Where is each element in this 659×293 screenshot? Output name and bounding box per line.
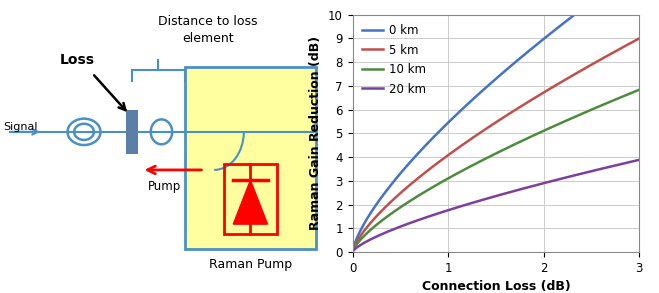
5 km	[556, 81, 563, 85]
Bar	[126, 110, 138, 154]
0 km	[383, 188, 391, 192]
10 km	[529, 134, 537, 137]
Line: 10 km: 10 km	[353, 90, 639, 251]
Line: 20 km: 20 km	[353, 160, 639, 252]
5 km	[529, 97, 537, 101]
Text: Distance to loss: Distance to loss	[158, 15, 257, 28]
0 km	[557, 23, 565, 27]
5 km	[442, 155, 450, 159]
10 km	[442, 178, 450, 181]
X-axis label: Connection Loss (dB): Connection Loss (dB)	[422, 280, 570, 293]
Bar	[185, 67, 316, 249]
5 km	[349, 250, 357, 253]
10 km	[556, 122, 563, 125]
10 km	[635, 88, 643, 91]
5 km	[383, 204, 391, 207]
Bar	[224, 164, 277, 234]
0 km	[556, 25, 563, 28]
10 km	[349, 250, 357, 253]
0 km	[462, 104, 470, 107]
Text: element: element	[182, 32, 233, 45]
10 km	[557, 121, 565, 125]
5 km	[557, 81, 565, 84]
20 km	[557, 177, 565, 180]
5 km	[635, 37, 643, 40]
20 km	[462, 203, 470, 207]
0 km	[442, 123, 450, 127]
Y-axis label: Raman Gain Reduction (dB): Raman Gain Reduction (dB)	[310, 36, 322, 230]
10 km	[462, 167, 470, 171]
Polygon shape	[233, 180, 268, 224]
0 km	[529, 46, 537, 50]
Text: Loss: Loss	[60, 53, 95, 67]
20 km	[383, 230, 391, 234]
Line: 5 km: 5 km	[353, 38, 639, 251]
20 km	[349, 250, 357, 253]
Text: Pump: Pump	[148, 180, 181, 193]
Line: 0 km: 0 km	[353, 0, 639, 251]
20 km	[529, 184, 537, 188]
0 km	[349, 249, 357, 253]
Text: Raman Pump: Raman Pump	[209, 258, 292, 271]
Legend: 0 km, 5 km, 10 km, 20 km: 0 km, 5 km, 10 km, 20 km	[358, 21, 430, 99]
5 km	[462, 141, 470, 144]
10 km	[383, 215, 391, 218]
Text: Signal: Signal	[3, 122, 38, 132]
20 km	[635, 158, 643, 162]
20 km	[442, 209, 450, 213]
20 km	[556, 177, 563, 181]
